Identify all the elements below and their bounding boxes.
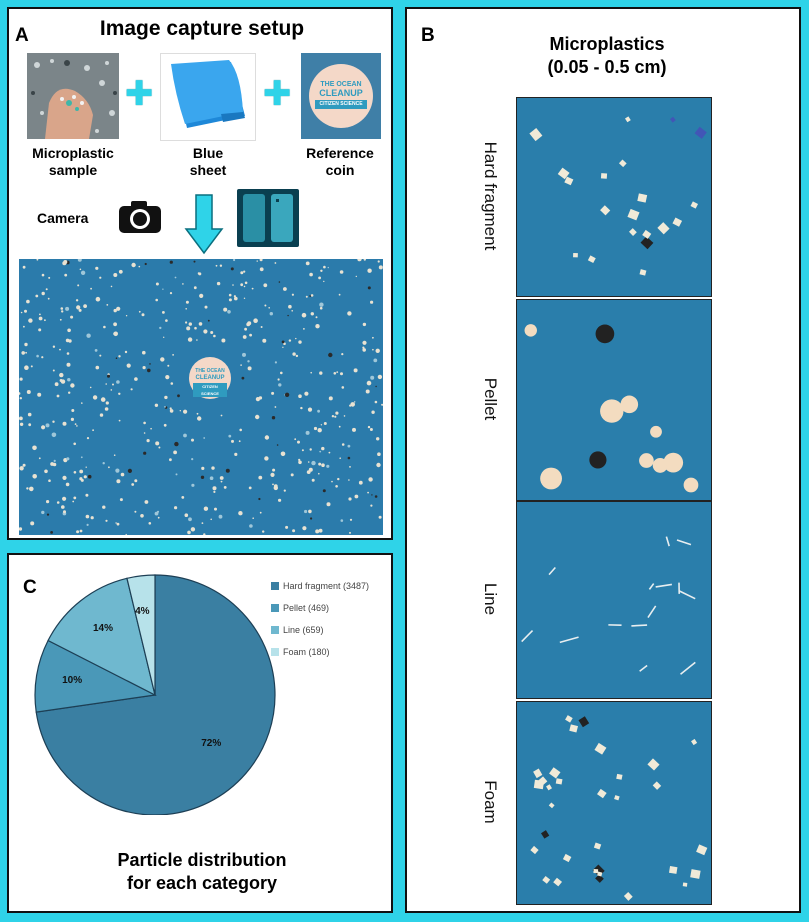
hard-fragment-label: Hard fragment <box>481 141 500 251</box>
line-label: Line <box>481 582 500 616</box>
panel-b-letter: B <box>421 25 435 46</box>
blue-sheet-image <box>160 53 256 141</box>
panel-c-letter: C <box>23 577 37 598</box>
photo-coin-text-line2: CLEANUP <box>195 375 225 381</box>
pellet-photo <box>516 299 712 501</box>
hard-fragment-photo <box>516 97 712 297</box>
camera-icon <box>117 199 163 240</box>
panel-c-caption: Particle distribution for each category <box>117 850 287 893</box>
legend-item: Hard fragment (3487) <box>271 581 369 591</box>
panel-b-title: Microplastics (0.05 - 0.5 cm) <box>547 34 667 77</box>
camera-label: Camera <box>37 210 89 226</box>
panel-a: A Image capture setup ✚ ✚ THE OCEAN CLEA… <box>7 7 393 540</box>
panel-b: B Microplastics (0.05 - 0.5 cm) Hard frag… <box>405 7 801 913</box>
legend-swatch <box>271 626 279 634</box>
pie-percent-label: 72% <box>201 737 222 749</box>
panel-a-letter: A <box>15 25 29 46</box>
coin-text-line1: THE OCEAN <box>320 81 362 88</box>
coin-text-line2: CLEANUP <box>319 88 363 98</box>
foam-photo <box>516 701 712 905</box>
pie-percent-label: 14% <box>92 623 113 635</box>
panel-a-title: Image capture setup <box>99 17 305 40</box>
legend-label: Hard fragment (3487) <box>283 581 370 591</box>
pie-percent-label: 10% <box>62 675 83 687</box>
pie-percent-label: 4% <box>135 605 150 617</box>
pie-slice-pellet <box>34 639 157 713</box>
legend-swatch <box>271 648 279 656</box>
reference-coin-photo: THE OCEAN CLEANUP CITIZEN SCIENCE <box>301 53 381 139</box>
photo-coin-text-line3: CITIZEN SCIENCE <box>193 383 227 397</box>
smartphone-icon <box>237 189 299 247</box>
legend-label: Line (659) <box>283 625 324 635</box>
legend-swatch <box>271 582 279 590</box>
legend-item: Pellet (469) <box>271 603 329 613</box>
pie-slice-line <box>47 577 156 697</box>
plus-icon: ✚ <box>263 75 292 113</box>
photo-coin-text-line1: THE OCEAN <box>195 368 225 374</box>
coin-text-line3: CITIZEN SCIENCE <box>315 100 367 109</box>
down-arrow-icon <box>184 193 224 260</box>
reference-coin-label: Reference coin <box>306 145 374 178</box>
legend-item: Foam (180) <box>271 647 330 657</box>
pellet-label: Pellet <box>481 377 500 421</box>
microplastic-sample-photo <box>27 53 119 139</box>
foam-label: Foam <box>481 780 500 824</box>
legend-label: Pellet (469) <box>283 603 330 613</box>
microplastic-sample-label: Microplastic sample <box>32 145 114 178</box>
pie-chart <box>34 574 276 815</box>
legend-label: Foam (180) <box>283 647 330 657</box>
blue-sheet-label: Blue sheet <box>189 145 227 178</box>
blue-sheet-photo: THE OCEAN CLEANUP CITIZEN SCIENCE <box>19 259 383 535</box>
panel-c: C 72% 10% 14% 4% Hard fragment (3487) Pellet… <box>7 553 393 913</box>
legend-item: Line (659) <box>271 625 324 635</box>
line-photo <box>516 501 712 699</box>
legend-swatch <box>271 604 279 612</box>
pie-slice-foam <box>126 574 156 696</box>
plus-icon: ✚ <box>125 75 154 113</box>
